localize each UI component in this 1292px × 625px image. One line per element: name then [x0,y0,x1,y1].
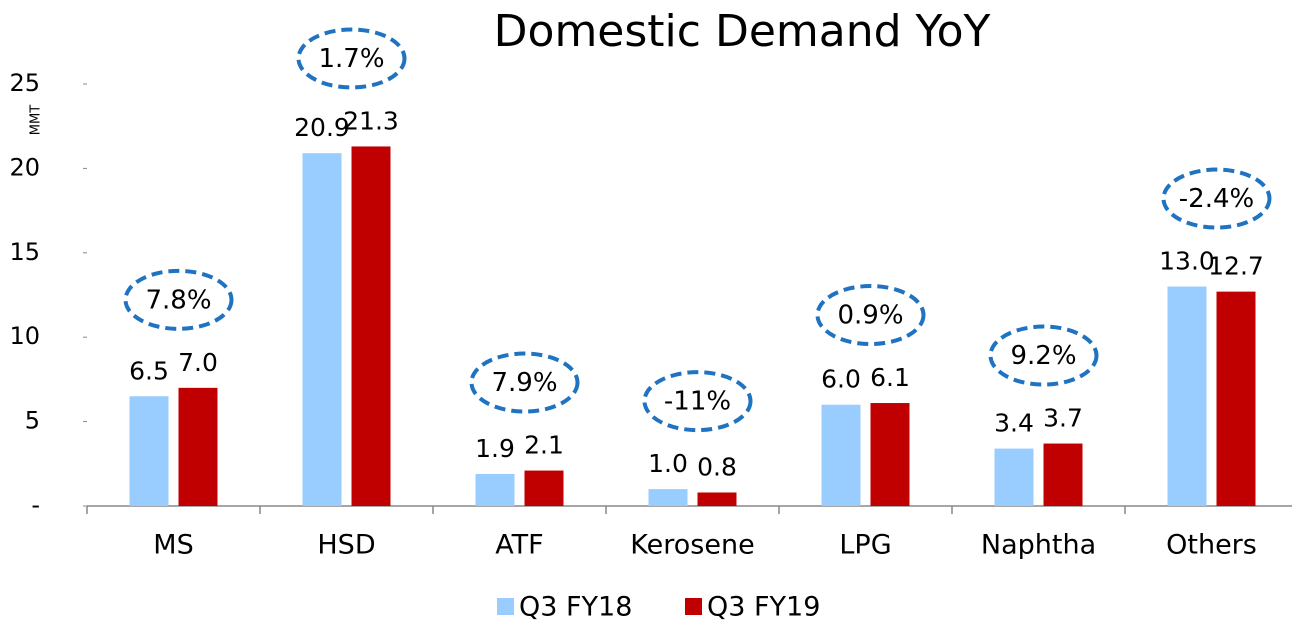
annotation-ellipse [642,370,753,433]
bar [1043,443,1083,506]
annotation-ellipse [296,27,407,90]
bar [178,387,218,506]
x-tick-label: HSD [317,530,375,561]
bar [994,448,1034,506]
bar [302,153,342,506]
annotation-ellipse [988,324,1099,387]
value-label: 21.3 [343,106,399,135]
value-label: 20.9 [294,113,350,142]
legend-label: Q3 FY19 [707,592,820,623]
bar [351,146,391,506]
value-label: 7.0 [178,348,218,377]
annotation: 7.9% [491,368,557,398]
bar [821,404,861,506]
annotation: 9.2% [1010,341,1076,371]
value-label: 1.9 [475,434,515,463]
annotation-ellipse [123,268,234,331]
bar [1216,291,1256,506]
annotation: -11% [664,387,731,417]
annotation: 0.9% [837,301,903,331]
y-tick-label: 20 [9,153,40,181]
annotation-ellipse [1161,167,1272,230]
annotation: 7.8% [145,285,211,315]
bar [648,489,688,506]
value-label: 6.1 [870,363,910,392]
annotation-ellipse [469,351,580,414]
value-label: 0.8 [697,452,737,481]
y-tick-label: - [31,491,40,519]
y-tick-label: 15 [9,238,40,266]
legend-swatch [497,598,514,615]
x-tick-label: Kerosene [630,530,754,561]
annotation-ellipse [815,284,926,347]
y-tick-label: 25 [9,69,40,97]
bar [870,403,910,506]
bar [524,470,564,506]
x-tick-label: MS [153,530,193,561]
value-label: 13.0 [1159,247,1215,276]
bar [129,396,169,506]
x-tick-label: Others [1166,530,1257,561]
legend-swatch [685,598,702,615]
y-tick-label: 5 [25,407,40,435]
x-tick-label: ATF [495,530,543,561]
value-label: 6.0 [821,365,861,394]
x-tick-label: LPG [839,530,891,561]
y-tick-label: 10 [9,322,40,350]
bar [475,473,515,506]
value-label: 3.7 [1043,404,1083,433]
legend-label: Q3 FY18 [519,592,632,623]
value-label: 2.1 [524,431,564,460]
value-label: 12.7 [1208,252,1264,281]
x-tick-label: Naphtha [981,530,1096,561]
y-axis-label: MMT [29,105,44,135]
annotation: -2.4% [1179,184,1254,214]
value-label: 3.4 [994,409,1034,438]
annotation: 1.7% [318,44,384,74]
value-label: 1.0 [648,449,688,478]
bar [697,492,737,506]
bar [1167,286,1207,506]
chart-title: Domestic Demand YoY [494,6,991,57]
value-label: 6.5 [129,356,169,385]
